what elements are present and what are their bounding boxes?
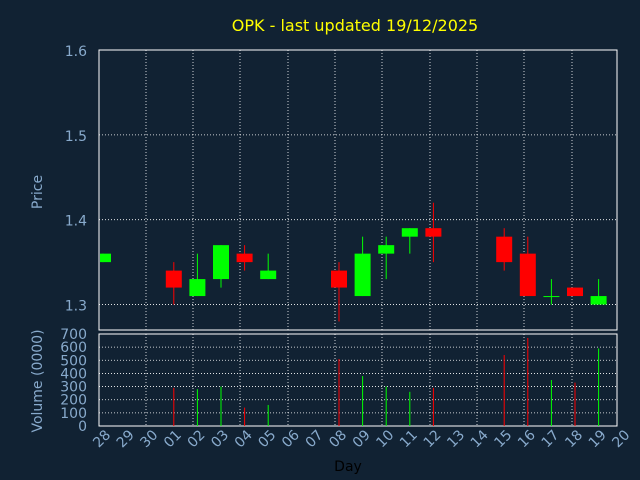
candle-body [213,245,229,280]
candle [519,236,536,297]
candle [100,253,111,263]
candle-body [165,270,182,288]
candle [354,236,371,297]
candle [331,262,347,322]
candle-body [567,287,583,297]
candle [165,262,182,305]
price-grid [99,50,617,330]
volume-panel [98,333,618,427]
candle [543,279,560,305]
volume-tick-label: 400 [60,366,87,382]
candle [590,279,607,305]
candle-body [260,270,277,280]
price-tick-label: 1.5 [65,129,87,145]
chart-title: OPK - last updated 19/12/2025 [232,16,478,35]
price-tick-label: 1.3 [65,299,87,315]
x-tick-labels: 28 29 30 01 02 03 04 05 06 07 08 09 10 11 12 13 14 15 16 17… [90,427,633,451]
candle [189,253,206,297]
candle [567,287,583,297]
volume-tick-label: 600 [60,340,87,356]
price-y-ticks: 1.3 1.4 1.5 1.6 [65,44,87,315]
candle-body [519,253,536,297]
volume-axis-label: Volume (0000) [30,329,46,432]
candle-body [236,253,253,263]
candle-body [590,296,607,305]
candle-body [378,245,395,254]
candle-body [496,236,513,263]
candle-body [189,279,206,297]
volume-tick-label: 500 [60,353,87,369]
candle [213,245,229,288]
price-axis-label: Price [30,175,46,209]
candle-body [401,228,418,237]
candle-body [543,296,560,298]
candle [378,236,395,280]
candle [260,253,277,280]
candle-body [425,228,442,237]
price-tick-label: 1.4 [65,214,87,230]
volume-tick-label: 100 [60,406,87,422]
x-axis-label: Day [334,459,362,475]
candle [425,202,442,263]
volume-tick-label: 300 [60,380,87,396]
candle [236,245,253,271]
candle [401,228,418,254]
volume-grid [99,334,617,426]
volume-tick-label: 0 [78,419,87,435]
price-tick-label: 1.6 [65,44,87,60]
candle-body [331,270,347,288]
volume-bar-series [173,337,600,426]
candle-body [100,253,111,263]
volume-tick-label: 200 [60,393,87,409]
candle [496,228,513,271]
candlestick-series [100,202,607,322]
candle-body [354,253,371,297]
volume-tick-label: 700 [60,327,87,343]
